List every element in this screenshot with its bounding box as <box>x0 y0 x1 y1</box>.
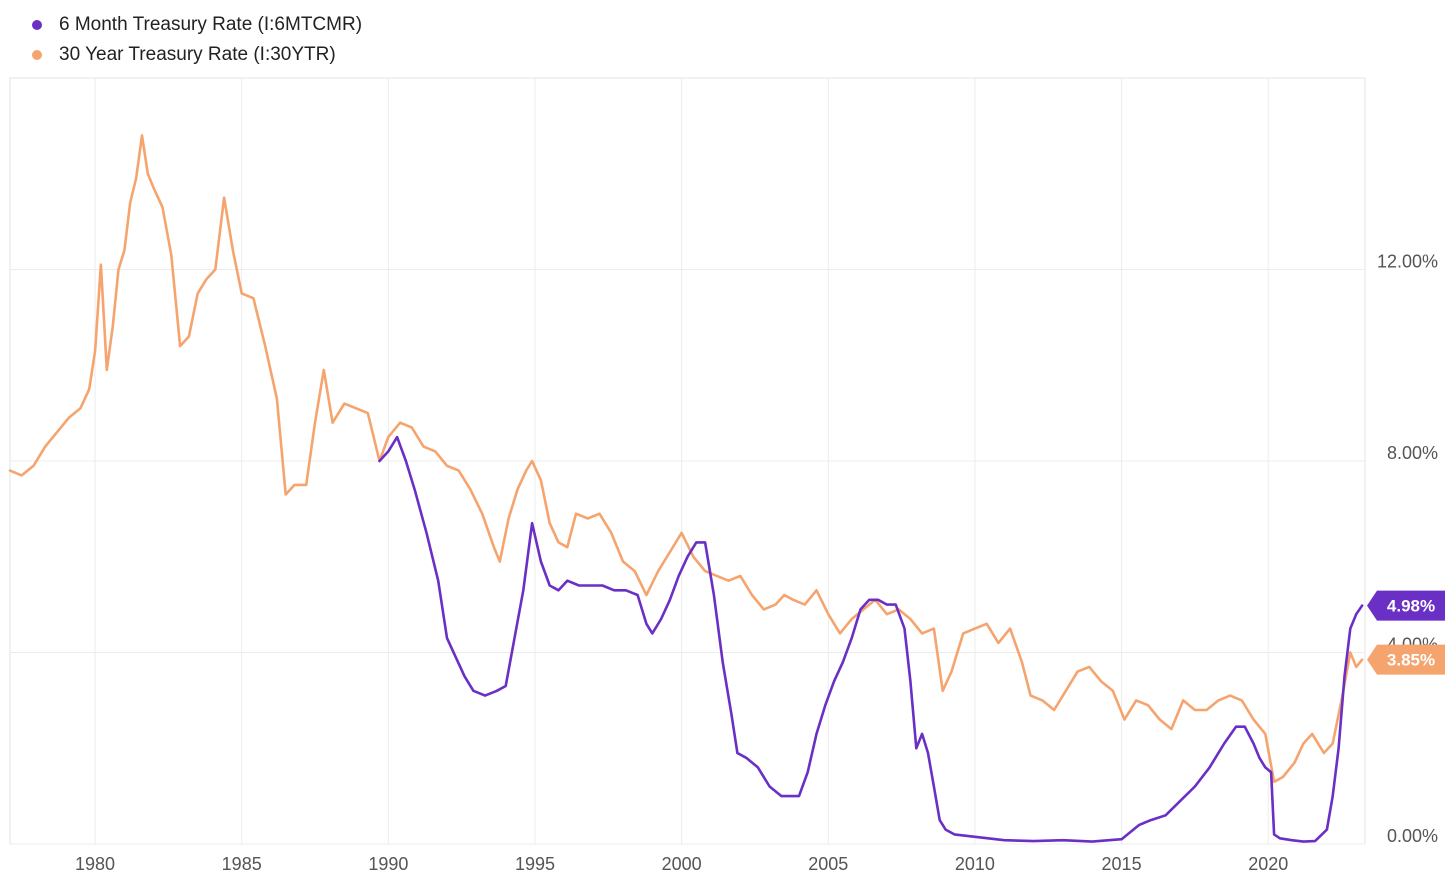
y-tick-label: 12.00% <box>1377 252 1438 272</box>
x-tick-label: 2015 <box>1102 854 1142 874</box>
series-line-6-month <box>378 435 1364 843</box>
legend: 6 Month Treasury Rate (I:6MTCMR) 30 Year… <box>32 10 362 70</box>
x-tick-label: 1980 <box>75 854 115 874</box>
x-tick-label: 1985 <box>222 854 262 874</box>
y-tick-label: 8.00% <box>1387 443 1438 463</box>
x-tick-label: 1990 <box>368 854 408 874</box>
legend-label: 6 Month Treasury Rate (I:6MTCMR) <box>59 14 363 35</box>
end-value-label: 4.98% <box>1387 597 1435 616</box>
end-label-tag-6-month <box>1367 590 1445 621</box>
x-tick-label: 1995 <box>515 854 555 874</box>
x-tick-label: 2010 <box>955 854 995 874</box>
x-tick-label: 2020 <box>1248 854 1288 874</box>
x-tick-label: 2000 <box>662 854 702 874</box>
y-tick-label: 0.00% <box>1387 826 1438 846</box>
grid <box>9 77 1366 845</box>
series-line-30-year <box>8 134 1364 784</box>
series-lines <box>8 134 1364 843</box>
axes: 1980 1985 1990 1995 2000 2005 2010 2015 2020 0.00… <box>75 252 1438 875</box>
legend-label: 30 Year Treasury Rate (I:30YTR) <box>59 44 336 65</box>
legend-dot-icon <box>32 50 42 60</box>
legend-dot-icon <box>32 20 42 30</box>
x-tick-label: 2005 <box>808 854 848 874</box>
end-labels: 4.98% 3.85% <box>1367 590 1445 675</box>
end-value-label: 3.85% <box>1387 651 1435 670</box>
legend-item-30-year[interactable]: 30 Year Treasury Rate (I:30YTR) <box>32 40 362 70</box>
end-label-tag-30-year <box>1367 644 1445 675</box>
legend-item-6-month[interactable]: 6 Month Treasury Rate (I:6MTCMR) <box>32 10 362 40</box>
